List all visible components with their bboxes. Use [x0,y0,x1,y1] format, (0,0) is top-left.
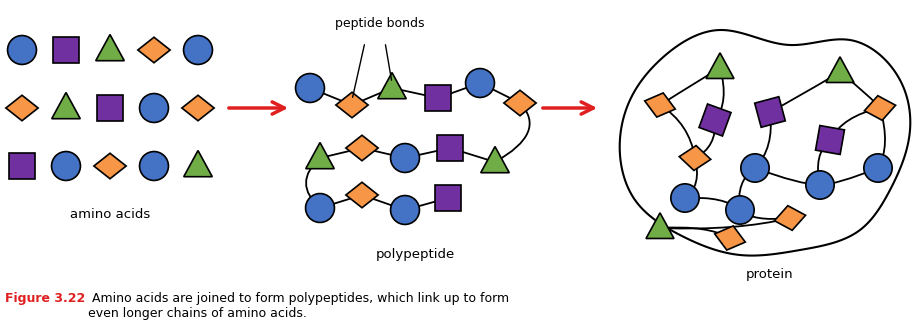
Polygon shape [346,182,378,208]
Ellipse shape [671,184,699,212]
Polygon shape [865,96,896,120]
Polygon shape [680,145,711,170]
Ellipse shape [741,154,769,182]
Ellipse shape [7,36,37,65]
FancyBboxPatch shape [437,135,463,161]
Polygon shape [481,146,509,173]
Ellipse shape [296,74,324,102]
Ellipse shape [390,143,420,172]
Polygon shape [95,35,125,61]
Text: Amino acids are joined to form polypeptides, which link up to form
even longer c: Amino acids are joined to form polypepti… [88,292,509,320]
Text: peptide bonds: peptide bonds [335,17,425,30]
Polygon shape [51,93,81,119]
Polygon shape [184,151,213,177]
Polygon shape [306,142,334,169]
Polygon shape [826,57,854,82]
Polygon shape [346,135,378,161]
Ellipse shape [183,36,213,65]
Text: Figure 3.22: Figure 3.22 [5,292,85,305]
FancyBboxPatch shape [53,37,79,63]
Text: polypeptide: polypeptide [376,248,454,261]
Polygon shape [646,213,674,239]
Ellipse shape [465,68,495,97]
Polygon shape [755,97,785,127]
Ellipse shape [306,194,334,222]
Polygon shape [815,126,845,155]
Ellipse shape [51,152,81,181]
Polygon shape [504,90,536,116]
Ellipse shape [864,154,892,182]
Polygon shape [774,206,805,230]
Polygon shape [5,95,38,121]
Text: protein: protein [747,268,794,281]
Polygon shape [706,53,734,79]
Polygon shape [699,104,731,136]
Ellipse shape [139,152,169,181]
FancyBboxPatch shape [425,85,451,111]
Polygon shape [645,93,675,117]
Ellipse shape [806,171,834,199]
Polygon shape [182,95,214,121]
Ellipse shape [725,196,754,224]
Polygon shape [137,37,170,63]
FancyBboxPatch shape [435,185,461,211]
Ellipse shape [390,196,420,224]
Polygon shape [93,153,126,179]
FancyBboxPatch shape [9,153,35,179]
Ellipse shape [139,94,169,123]
Polygon shape [377,72,407,99]
FancyBboxPatch shape [97,95,123,121]
Polygon shape [714,226,746,250]
Text: amino acids: amino acids [70,208,150,221]
Polygon shape [336,92,368,118]
